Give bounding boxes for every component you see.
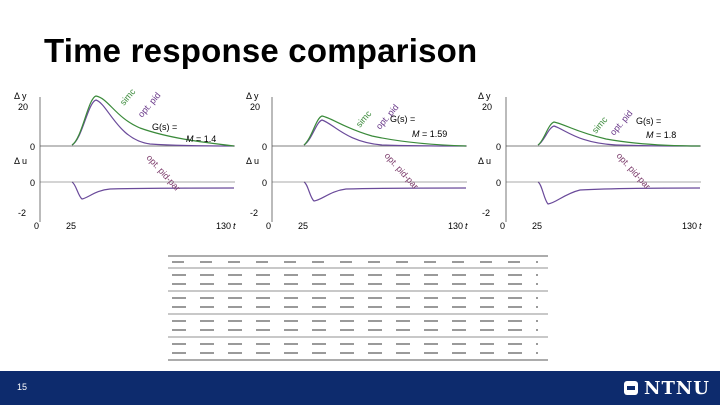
label-simc: simc [590,114,610,135]
u-tick-0: 0 [30,178,35,188]
slide-title: Time response comparison [44,32,478,69]
u-tick-neg2: -2 [18,208,26,218]
x-tick-130: 130 [216,221,231,231]
du-axis-label: Δ u [246,156,259,166]
footer-bar: 15 NTNU [0,371,720,405]
ms-value: = 1.8 [656,130,676,140]
label-opt-pid-par: opt. pid-par [383,151,421,192]
panel-3: Δ y 20 0 simc opt. pid G(s) = M = 1.8 Δ … [478,91,702,231]
y-tick-0: 0 [262,142,267,152]
u-tick-0: 0 [496,178,501,188]
label-opt-pid: opt. pid [608,108,635,137]
ntnu-logo: NTNU [624,377,710,399]
transfer-function: G(s) = [152,122,177,132]
curve-opt-pid [537,125,701,147]
ms-label: M [186,134,194,144]
t-axis-label: t [699,221,702,231]
panel-2: Δ y 20 0 simc opt. pid G(s) = M = 1.59 Δ… [246,91,468,231]
ms-value: = 1.4 [196,134,216,144]
dy-axis-label: Δ y [14,91,27,101]
x-tick-25: 25 [532,221,542,231]
u-tick-0: 0 [262,178,267,188]
x-tick-0: 0 [266,221,271,231]
curve-u [303,181,467,202]
du-axis-label: Δ u [14,156,27,166]
time-response-plots: Δ y 20 0 simc opt. pid G(s) = M = 1.4 Δ … [14,86,702,231]
x-tick-25: 25 [298,221,308,231]
ntnu-logo-text: NTNU [644,377,710,399]
x-tick-0: 0 [500,221,505,231]
label-opt-pid-par: opt. pid-par [615,151,653,192]
du-axis-label: Δ u [478,156,491,166]
curve-simc [303,115,467,147]
curve-opt-pid [71,99,235,147]
u-tick-neg2: -2 [482,208,490,218]
ms-label: M [412,129,420,139]
x-tick-130: 130 [682,221,697,231]
curve-simc [71,95,235,147]
ntnu-logo-icon [624,381,638,395]
curve-u [537,181,701,205]
y-tick-20: 20 [250,102,260,112]
y-tick-20: 20 [18,102,28,112]
y-tick-0: 0 [30,142,35,152]
t-axis-label: t [233,221,236,231]
dy-axis-label: Δ y [246,91,259,101]
x-tick-0: 0 [34,221,39,231]
transfer-function: G(s) = [390,114,415,124]
label-simc: simc [354,108,374,129]
label-opt-pid: opt. pid [136,90,163,119]
dy-axis-label: Δ y [478,91,491,101]
page-number: 15 [17,382,28,392]
ms-label: M [646,130,654,140]
curve-simc [537,121,701,147]
panel-1: Δ y 20 0 simc opt. pid G(s) = M = 1.4 Δ … [14,86,236,231]
y-tick-20: 20 [482,102,492,112]
curve-u [71,181,235,200]
label-simc: simc [118,86,138,107]
transfer-function: G(s) = [636,116,661,126]
curve-opt-pid [303,119,467,147]
comparison-table-image [168,255,548,361]
y-tick-0: 0 [496,142,501,152]
ms-value: = 1.59 [422,129,447,139]
x-tick-130: 130 [448,221,463,231]
label-opt-pid-par: opt. pid-par [145,153,183,194]
u-tick-neg2: -2 [250,208,258,218]
t-axis-label: t [465,221,468,231]
x-tick-25: 25 [66,221,76,231]
